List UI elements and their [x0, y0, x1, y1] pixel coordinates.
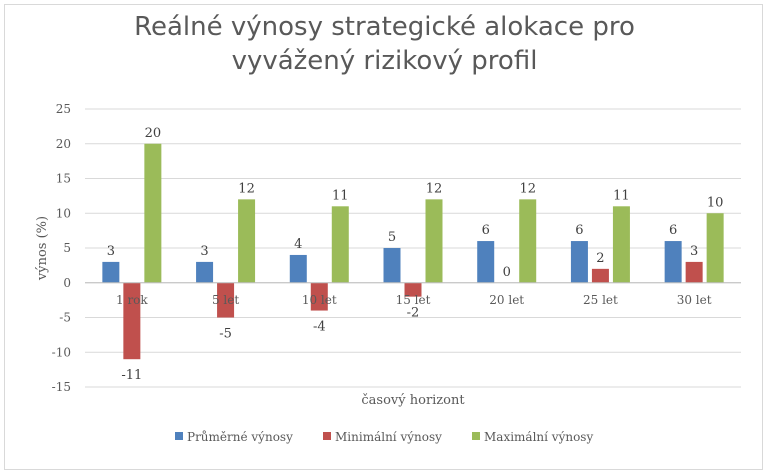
- bar: [383, 248, 401, 283]
- data-label: -2: [407, 306, 420, 321]
- data-label: 6: [482, 223, 490, 238]
- bar: [289, 254, 307, 283]
- data-label: -4: [313, 320, 326, 335]
- data-label: -11: [121, 368, 142, 383]
- data-label: 4: [294, 237, 302, 252]
- x-tick-label: 10 let: [302, 293, 337, 307]
- chart-title-line-1: Reálné výnosy strategické alokace pro: [134, 12, 635, 42]
- data-label: 6: [575, 223, 583, 238]
- bar: [310, 282, 328, 311]
- y-tick-label: 5: [63, 241, 71, 255]
- x-tick-label: 20 let: [489, 293, 524, 307]
- chart-title-line-2: vyvážený rizikový profil: [231, 46, 538, 76]
- bar: [425, 199, 443, 283]
- y-tick-label: 0: [63, 276, 71, 290]
- bar: [404, 282, 422, 297]
- legend-label: Maximální výnosy: [484, 430, 593, 444]
- x-tick-label: 30 let: [677, 293, 712, 307]
- bar: [685, 261, 703, 283]
- data-label: 12: [426, 181, 443, 196]
- data-label: 11: [332, 188, 349, 203]
- x-tick-label: 1 rok: [116, 293, 148, 307]
- chart-title: Reálné výnosy strategické alokace pro vy…: [0, 10, 769, 78]
- data-label: 6: [669, 223, 677, 238]
- bar: [706, 213, 724, 283]
- data-label: 3: [200, 244, 208, 259]
- y-tick-label: 15: [56, 172, 71, 186]
- x-tick-label: 15 let: [396, 293, 431, 307]
- bar: [238, 199, 256, 283]
- y-tick-label: -15: [52, 380, 71, 394]
- bar: [477, 241, 495, 283]
- data-label: 20: [145, 126, 162, 141]
- legend-label: Minimální výnosy: [335, 430, 442, 444]
- legend: Průměrné výnosy Minimální výnosy Maximální…: [175, 429, 593, 444]
- data-label: 2: [596, 251, 604, 266]
- bar: [612, 206, 630, 283]
- bar: [591, 268, 609, 283]
- legend-swatch: [472, 432, 480, 440]
- data-label: 10: [707, 195, 724, 210]
- legend-label: Průměrné výnosy: [187, 429, 293, 444]
- data-label: 3: [107, 244, 115, 259]
- data-label: 12: [519, 181, 536, 196]
- y-tick-label: 25: [56, 102, 71, 116]
- y-tick-label: 10: [56, 206, 71, 220]
- bar: [331, 206, 349, 283]
- x-tick-label: 25 let: [583, 293, 618, 307]
- bars: [85, 143, 741, 360]
- y-tick-labels: -15 -10 -5 0 5 10 15 20 25: [52, 102, 71, 394]
- data-label: -5: [219, 327, 232, 342]
- bar: [196, 261, 214, 283]
- legend-swatch: [175, 432, 183, 440]
- data-labels: 3 3 4 5 6 6 6 -11 -5 -4 -2 0 2 3 20 12 11 12 12 11 10: [107, 126, 724, 383]
- x-axis-title: časový horizont: [361, 393, 465, 408]
- bar: [102, 261, 120, 283]
- bar: [144, 143, 162, 283]
- y-tick-label: -5: [59, 311, 71, 325]
- data-label: 3: [690, 244, 698, 259]
- gridlines: [85, 108, 741, 388]
- bar: [570, 241, 588, 283]
- bar: [217, 282, 235, 318]
- data-label: 5: [388, 230, 396, 245]
- data-label: 11: [613, 188, 630, 203]
- x-tick-labels: 1 rok 5 let 10 let 15 let 20 let 25 let 30 let: [116, 293, 712, 307]
- chart-frame: [4, 4, 763, 470]
- y-axis-title: výnos (%): [35, 216, 50, 281]
- x-tick-label: 5 let: [212, 293, 239, 307]
- y-tick-label: 20: [56, 137, 71, 151]
- data-label: 12: [238, 181, 255, 196]
- legend-swatch: [323, 432, 331, 440]
- bar: [123, 282, 141, 360]
- bar: [519, 199, 537, 283]
- bar: [664, 241, 682, 283]
- data-label: 0: [503, 265, 511, 280]
- y-tick-label: -10: [52, 345, 71, 359]
